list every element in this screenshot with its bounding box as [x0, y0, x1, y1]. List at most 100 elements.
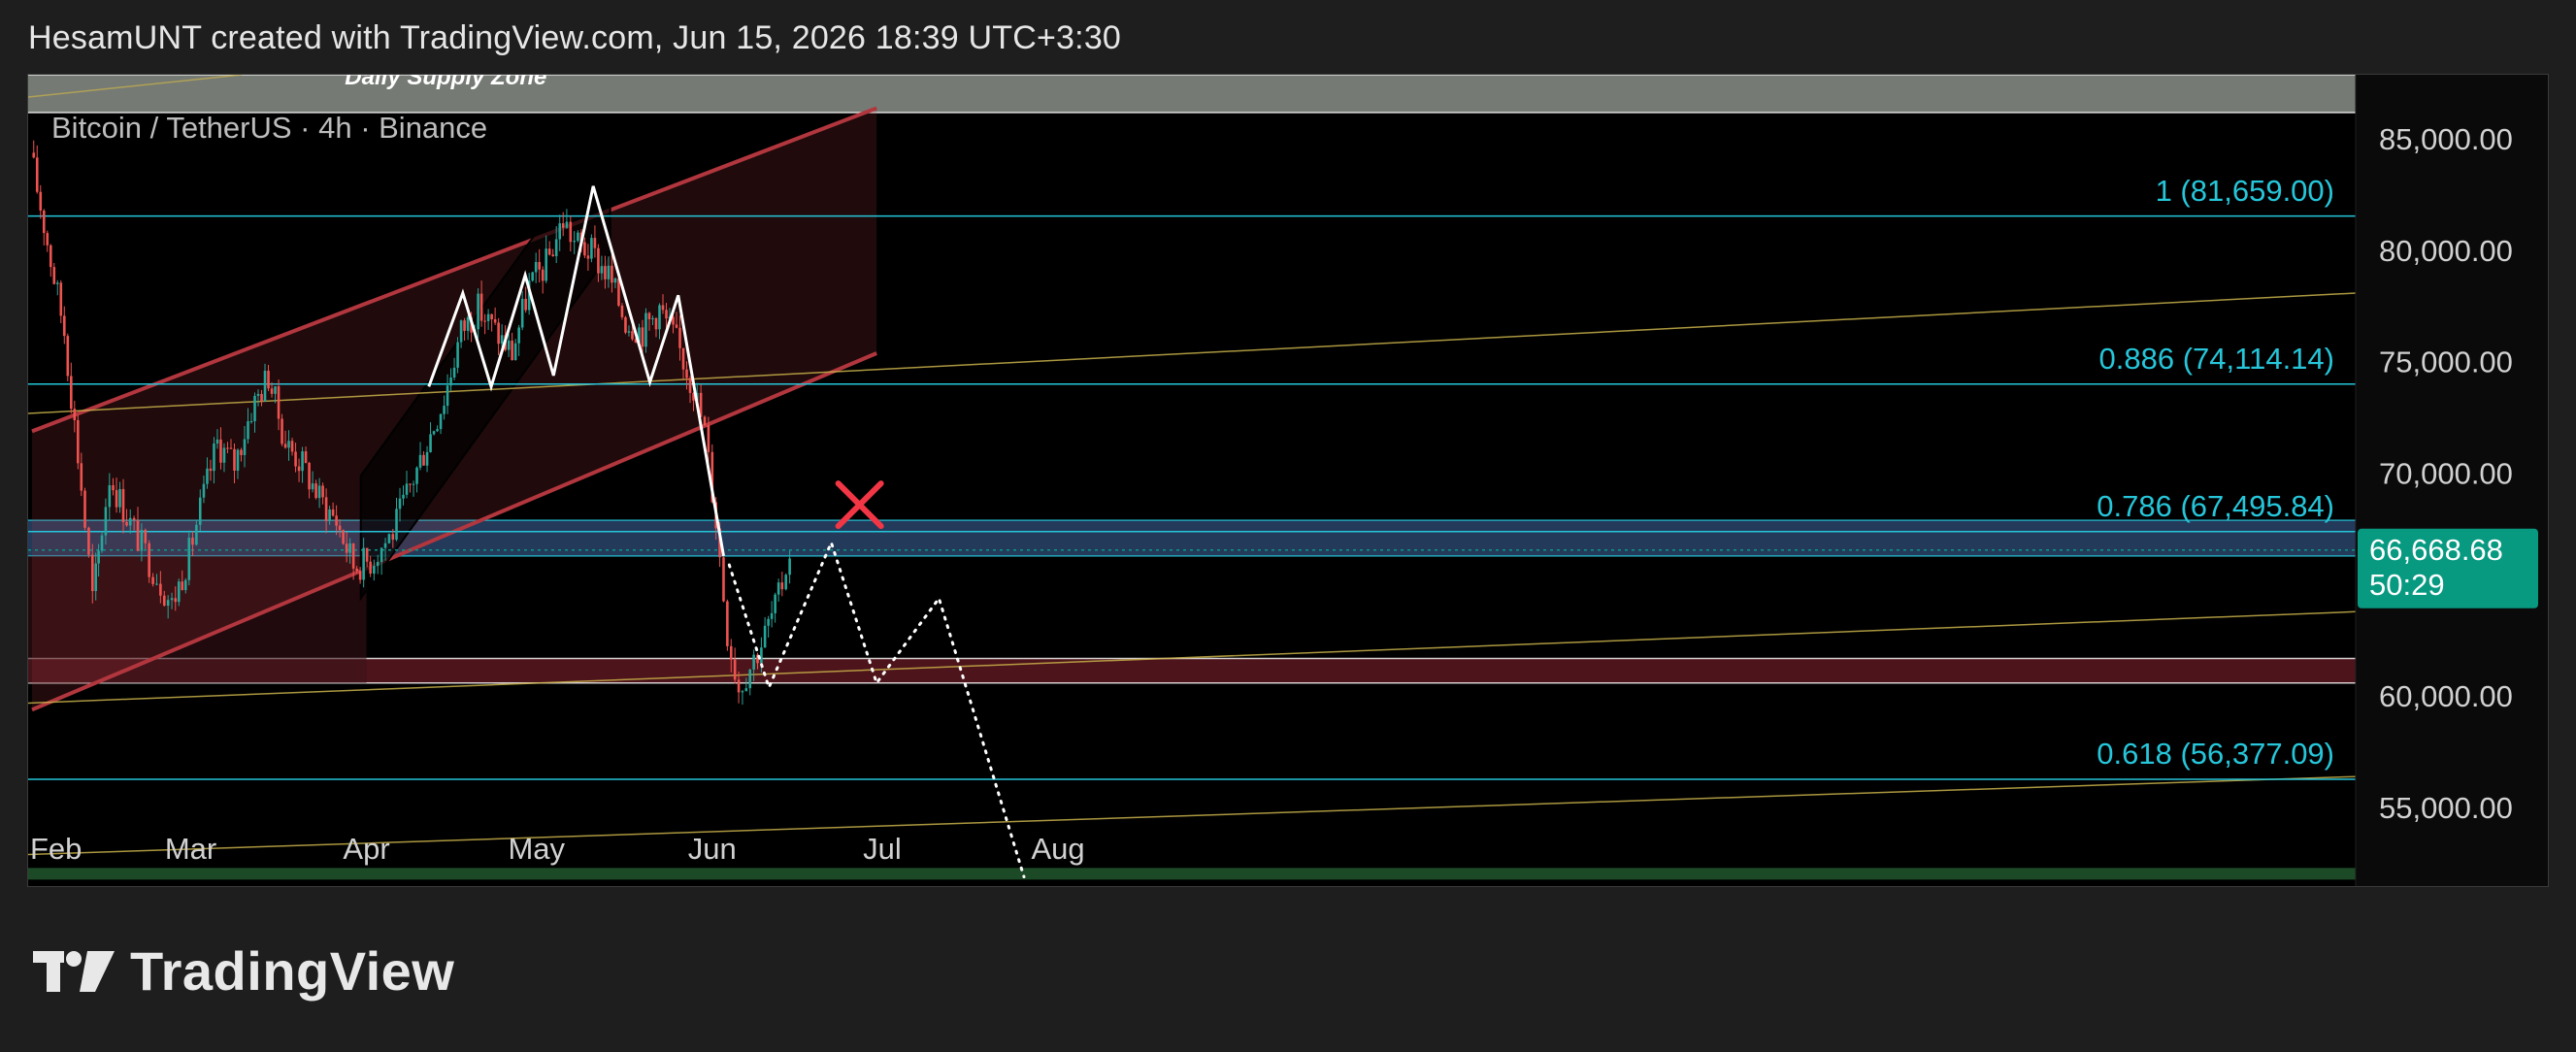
channel-upper-line — [31, 106, 877, 434]
y-tick-0: 85,000.00 — [2379, 122, 2513, 156]
candle-body — [283, 444, 287, 448]
candle-body — [80, 463, 83, 491]
candle-body — [551, 254, 554, 256]
x-tick-2: Apr — [343, 832, 389, 866]
candle-body — [466, 316, 470, 331]
candle-body — [62, 315, 66, 337]
candle-body — [59, 282, 63, 316]
labels-layer: Daily Supply Zone 1 (81,659.00) 0.886 (74,… — [51, 75, 2334, 771]
candle-body — [493, 319, 497, 323]
fib-label-3: 0.618 (56,377.09) — [2097, 737, 2334, 771]
candle-body — [707, 425, 710, 452]
candle-body — [324, 497, 328, 521]
candle-body — [534, 261, 538, 273]
candle-body — [398, 498, 402, 510]
price-badge-value: 66,668.68 — [2369, 533, 2503, 567]
price-chart[interactable]: Daily Supply Zone 1 (81,659.00) 0.886 (74,… — [28, 75, 2549, 887]
candle-body — [213, 444, 215, 472]
chart-frame[interactable]: Daily Supply Zone 1 (81,659.00) 0.886 (74,… — [27, 74, 2549, 887]
candle-body — [641, 327, 644, 347]
candle-body — [202, 483, 206, 498]
candle-body — [517, 327, 520, 344]
candle-body — [144, 529, 148, 543]
candle-body — [422, 454, 425, 466]
candle-body — [511, 340, 513, 361]
candle-body — [314, 483, 317, 499]
candle-body — [198, 497, 202, 525]
candle-body — [678, 327, 681, 348]
bottom-demand-strip — [28, 868, 2356, 880]
candle-body — [507, 340, 511, 350]
candle-body — [183, 579, 187, 591]
candle-body — [94, 563, 97, 592]
candle-body — [32, 152, 36, 158]
x-tick-5: Jul — [863, 832, 902, 866]
candle-body — [342, 530, 345, 544]
candle-body — [148, 542, 150, 577]
candle-body — [155, 583, 158, 585]
candle-body — [604, 266, 607, 279]
y-tick-4: 60,000.00 — [2379, 679, 2513, 713]
candle-body — [547, 248, 551, 255]
fib-label-1: 0.886 (74,114.14) — [2099, 342, 2334, 376]
candle-body — [304, 451, 308, 463]
candle-body — [243, 439, 247, 455]
candle-body — [263, 370, 267, 402]
candle-body — [463, 320, 466, 331]
candle-body — [788, 558, 791, 575]
candle-body — [554, 239, 558, 256]
candle-body — [654, 317, 658, 330]
candle-body — [391, 534, 395, 541]
supply-zone-label: Daily Supply Zone — [345, 75, 546, 90]
candle-body — [253, 395, 256, 421]
candle-body — [338, 525, 342, 531]
candle-body — [55, 282, 59, 284]
price-badge — [2358, 528, 2538, 608]
candles-layer — [32, 140, 791, 706]
candle-body — [597, 247, 600, 274]
lines-layer — [28, 75, 2357, 856]
candle-body — [121, 488, 125, 522]
candle-body — [365, 547, 369, 562]
candle-body — [443, 406, 446, 414]
candle-body — [187, 538, 191, 580]
candle-body — [456, 342, 459, 368]
candle-body — [132, 517, 136, 520]
candle-body — [452, 367, 456, 378]
trend-line-2 — [28, 610, 2357, 705]
candle-body — [611, 265, 613, 283]
candle-body — [647, 312, 651, 319]
fib-label-2: 0.786 (67,495.84) — [2097, 489, 2334, 523]
candle-body — [756, 654, 759, 664]
range-shading — [28, 555, 367, 683]
candle-body — [209, 468, 213, 472]
candle-body — [703, 416, 707, 426]
candle-body — [620, 305, 624, 317]
candle-body — [477, 293, 479, 330]
axis-layer: 85,000.00 80,000.00 75,000.00 70,000.00 60,0… — [30, 122, 2513, 866]
candle-body — [538, 261, 541, 270]
y-tick-5: 55,000.00 — [2379, 791, 2513, 825]
candle-body — [247, 421, 249, 440]
x-tick-1: Mar — [165, 832, 216, 866]
candle-body — [699, 392, 703, 417]
candle-body — [369, 561, 372, 575]
candle-body — [718, 528, 721, 558]
candle-body — [490, 313, 493, 320]
candle-body — [294, 451, 297, 467]
candle-body — [479, 293, 483, 321]
candle-body — [583, 242, 586, 256]
candle-body — [760, 647, 763, 664]
candle-body — [195, 524, 198, 545]
candle-body — [513, 343, 517, 361]
cross-icon — [835, 480, 884, 530]
y-tick-1: 80,000.00 — [2379, 234, 2513, 268]
candle-body — [459, 320, 463, 343]
candle-body — [561, 223, 565, 228]
candle-body — [439, 413, 443, 430]
candle-body — [412, 483, 415, 485]
candle-body — [136, 519, 140, 551]
candle-body — [436, 429, 439, 432]
candle-body — [500, 335, 504, 345]
support-zone — [28, 658, 2356, 683]
